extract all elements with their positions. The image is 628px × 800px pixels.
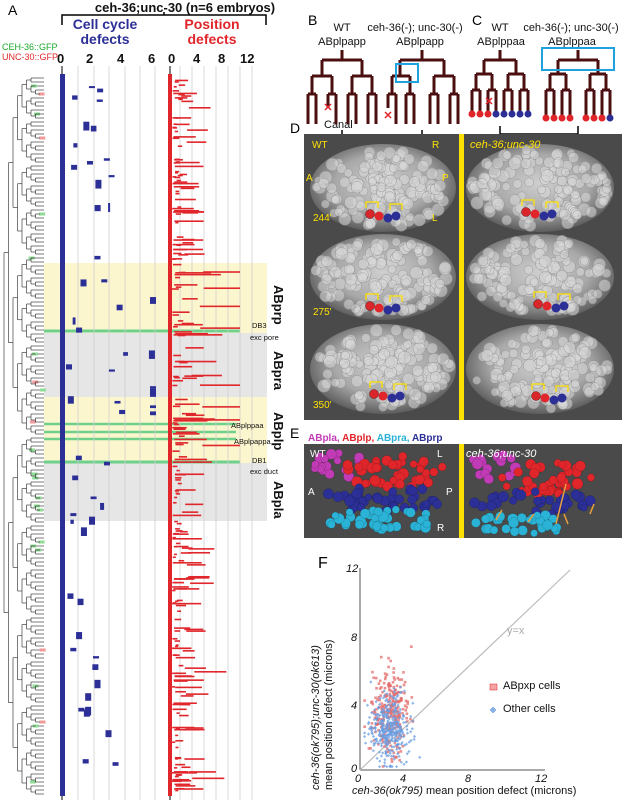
position-header: Position defects [184,16,240,47]
cc-tick-4: 4 [117,51,125,66]
f-ylabel-line2: mean position defect (microns) [323,639,335,790]
legend-abpla: ABpla, [308,433,340,444]
region-label-abprp: ABprp [271,285,286,325]
time-350: 350' [313,400,332,411]
e-axis-p: P [446,487,453,498]
pos-tick-12: 12 [240,51,255,66]
embryo-images [304,134,622,420]
f-xlabel-text: mean position defect (microns) [422,785,577,797]
cell-cycle-header: Cell cycle defects [72,16,138,47]
panel-e-legend: ABpla, ABplp, ABpra, ABprp [308,433,443,444]
f-tick-x12: 12 [535,773,548,785]
panel-b-mut: ceh-36(-); unc-30(-) [367,22,463,34]
cc-tick-6: 6 [148,51,156,66]
f-tick-y8: 8 [351,632,358,644]
f-xlabel: ceh-36(ok795) mean position defect (micr… [352,785,576,797]
label-db1: DB1 [252,456,267,465]
panel-b-letter: B [308,12,318,28]
f-tick-x8: 8 [465,773,472,785]
panel-a-letter: A [8,2,18,18]
panel-e-wt: WT [310,449,326,460]
f-ylabel: ceh-36(ok795);unc-30(ok613) mean positio… [310,640,336,790]
cc-tick-0: 0 [57,51,65,66]
cc-tick-2: 2 [86,51,94,66]
diag-line [359,569,571,771]
panel-b-mut-cell: ABplpapp [396,36,444,48]
time-244: 244' [313,213,332,224]
time-275: 275' [313,307,332,318]
panel-d-letter: D [290,120,301,136]
axis-a: A [306,173,313,184]
title-bracket [61,12,267,25]
band-abpla [44,463,267,521]
scatter-plot [359,568,571,771]
panel-c-mut: ceh-36(-); unc-30(-) [523,22,619,34]
legend-abplp: ABplp, [342,433,375,444]
lineage-trees-bc [306,47,615,142]
panel-d-wt: WT [312,140,328,151]
panel-b-wt: WT [333,22,351,34]
legend-abprp: ABprp [411,433,443,444]
region-label-abpla: ABpla [271,481,286,519]
axis-r: R [432,140,440,151]
panel-c-wt: WT [491,22,509,34]
f-tick-x4: 4 [400,773,407,785]
pos-tick-8: 8 [218,51,226,66]
embryo-3d-views [304,444,622,538]
f-tick-y12: 12 [346,563,359,575]
e-axis-r: R [437,523,445,534]
label-db3: DB3 [252,321,267,330]
panel-e-mut: ceh-36;unc-30 [466,448,537,460]
axis-l: L [432,213,438,224]
f-tick-y0: 0 [351,763,358,775]
f-tick-y4: 4 [351,700,358,712]
pos-tick-4: 4 [193,51,201,66]
f-tick-x0: 0 [355,773,362,785]
panel-f-letter: F [318,555,328,572]
panel-a-title: ceh-36;unc-30 (n=6 embryos) [94,0,276,15]
legend-abpra: ABpra, [376,433,410,444]
f-xlabel-strain: ceh-36(ok795) [352,785,423,797]
panel-a-plot [3,66,267,800]
f-legend-abpxp: ABpxp cells [503,680,561,692]
legend-unc-gfp: UNC-30::GFP [2,52,59,62]
e-axis-l: L [437,449,443,460]
label-abplpappa: ABplpappa [234,437,271,446]
panel-b-wt-cell: ABplpapp [318,36,366,48]
f-diag-label: y=x [507,625,525,637]
panel-c-wt-cell: ABplppaa [477,36,525,48]
e-axis-a: A [308,487,315,498]
panel-e-letter: E [290,425,300,441]
axis-p: P [442,173,449,184]
panel-c-letter: C [472,12,483,28]
panel-b-canal: Canal [324,119,353,131]
pos-tick-0: 0 [168,51,176,66]
panel-c-mut-cell: ABplppaa [548,36,596,48]
label-abplppaa: ABplppaa [231,421,264,430]
region-label-abpra: ABpra [271,351,286,391]
f-legend-other: Other cells [503,703,556,715]
legend-ceh-gfp: CEH-36::GFP [2,42,58,52]
panel-d-mut: ceh-36;unc-30 [470,139,541,151]
label-exc-duct: exc duct [250,467,278,476]
region-label-abplp: ABplp [271,412,286,451]
label-exc-pore: exc pore [250,333,279,342]
f-ylabel-line1: ceh-36(ok795);unc-30(ok613) [310,645,322,790]
